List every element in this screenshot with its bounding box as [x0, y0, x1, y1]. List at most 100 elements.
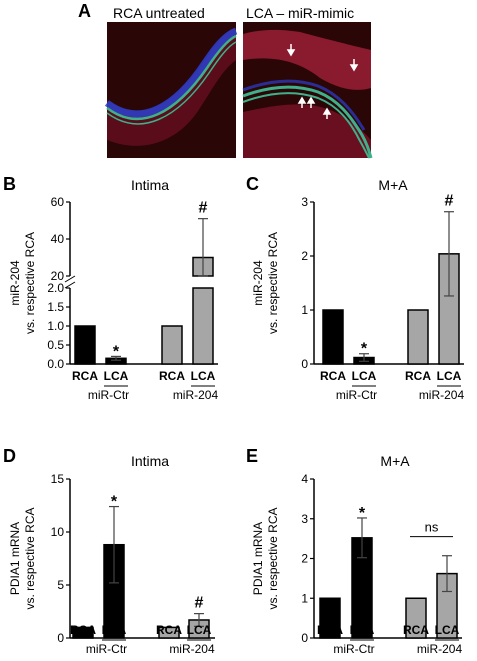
- y-tick-label: 1: [301, 591, 308, 605]
- x-tick-label: RCA: [403, 623, 429, 637]
- arrow-icon: [306, 96, 316, 108]
- y-tick-label: 15: [51, 472, 65, 486]
- panel-label-a: A: [78, 1, 91, 21]
- chart-title: Intima: [131, 453, 169, 469]
- bar: [407, 309, 429, 365]
- y-axis-label: PDIA1 mRNA: [251, 522, 265, 595]
- significance-mark: *: [359, 505, 366, 522]
- chart-panel-d: Intima PDIA1 mRNA vs. respective RCA 0 5 10 15…: [8, 453, 215, 656]
- group-label: miR-204: [173, 388, 219, 402]
- significance-mark: #: [199, 200, 208, 217]
- x-tick-label: RCA: [72, 369, 98, 383]
- x-tick-label: RCA: [156, 623, 182, 637]
- significance-mark: *: [111, 494, 118, 511]
- panel-label-e: E: [246, 446, 258, 466]
- significance-mark: #: [445, 193, 454, 210]
- micrograph-left: RCA untreated: [104, 5, 238, 158]
- y-tick-label: 5: [57, 578, 64, 592]
- x-tick-label: LCA: [350, 623, 375, 637]
- group-label: miR-204: [169, 642, 215, 656]
- arrow-icon: [297, 96, 307, 108]
- x-tick-label: LCA: [435, 623, 460, 637]
- chart-title: M+A: [378, 177, 408, 193]
- x-tick-label: LCA: [191, 369, 216, 383]
- x-tick-label: RCA: [320, 369, 346, 383]
- micrograph-left-title: RCA untreated: [113, 5, 205, 21]
- arrow-icon: [286, 44, 296, 57]
- bar: [405, 597, 427, 639]
- chart-title: M+A: [380, 453, 410, 469]
- micrograph-right: LCA – miR-mimic: [242, 5, 373, 159]
- y-axis-label: PDIA1 mRNA: [8, 522, 22, 595]
- y-tick-label: 2.0: [47, 281, 64, 295]
- arrow-icon: [322, 107, 332, 119]
- x-tick-label: RCA: [317, 623, 343, 637]
- x-tick-label: RCA: [70, 623, 96, 637]
- bar: [319, 597, 341, 639]
- y-axis-label: miR-204: [251, 260, 265, 306]
- y-tick-label: 1.0: [47, 319, 64, 333]
- group-label: miR-Ctr: [333, 642, 374, 656]
- x-tick-label: LCA: [104, 369, 129, 383]
- bar: [322, 309, 344, 365]
- bracket-label: ns: [425, 520, 439, 535]
- y-tick-label: 2: [301, 552, 308, 566]
- y-tick-label: 0: [301, 357, 308, 371]
- arrow-icon: [349, 59, 359, 72]
- y-tick-label: 10: [51, 525, 65, 539]
- micrograph-right-tissue: [243, 29, 371, 90]
- bar: [192, 287, 214, 365]
- panel-label-d: D: [3, 446, 16, 466]
- y-tick-label: 0: [57, 631, 64, 645]
- chart-title: Intima: [131, 177, 169, 193]
- y-axis-label: miR-204: [8, 260, 22, 306]
- micrograph-right-lamina-2: [242, 92, 370, 159]
- x-tick-label: LCA: [187, 623, 212, 637]
- significance-mark: #: [195, 595, 204, 612]
- y-tick-label: 1: [301, 303, 308, 317]
- group-label: miR-204: [417, 642, 463, 656]
- micrograph-right-title: LCA – miR-mimic: [246, 5, 354, 21]
- bar: [158, 626, 180, 639]
- group-label: miR-Ctr: [86, 642, 127, 656]
- y-axis-label: vs. respective RCA: [266, 507, 280, 609]
- y-tick-label: 60: [51, 195, 65, 209]
- significance-mark: *: [113, 343, 120, 360]
- y-tick-label: 3: [301, 512, 308, 526]
- significance-mark: *: [361, 341, 368, 358]
- axis-break-mark: [64, 275, 76, 283]
- panel-label-c: C: [246, 174, 259, 194]
- x-tick-label: LCA: [102, 623, 127, 637]
- y-tick-label: 1.5: [47, 300, 64, 314]
- y-tick-label: 2: [301, 249, 308, 263]
- group-label: miR-Ctr: [336, 388, 377, 402]
- micrograph-right-nuclei: [242, 79, 366, 131]
- x-tick-label: RCA: [405, 369, 431, 383]
- y-tick-label: 3: [301, 195, 308, 209]
- micrograph-left-lamina-2: [106, 41, 237, 125]
- y-axis-label: vs. respective RCA: [266, 232, 280, 334]
- x-tick-label: LCA: [437, 369, 462, 383]
- group-label: miR-204: [419, 388, 465, 402]
- x-tick-label: RCA: [159, 369, 185, 383]
- bar: [74, 325, 96, 365]
- bar: [72, 626, 94, 639]
- y-tick-label: 20: [51, 269, 65, 283]
- y-tick-label: 0.5: [47, 338, 64, 352]
- x-tick-label: LCA: [352, 369, 377, 383]
- bar: [161, 325, 183, 365]
- y-axis-label: vs. respective RCA: [23, 507, 37, 609]
- micrograph-right-tissue-low: [243, 104, 371, 158]
- chart-panel-e: M+A PDIA1 mRNA vs. respective RCA 0 1 2 3 4 RCA L…: [251, 453, 462, 656]
- y-tick-label: 4: [301, 472, 308, 486]
- y-tick-label: 40: [51, 232, 65, 246]
- panel-label-b: B: [3, 174, 16, 194]
- group-label: miR-Ctr: [88, 388, 129, 402]
- y-axis-label: vs. respective RCA: [23, 232, 37, 334]
- micrograph-right-lamina: [242, 85, 373, 159]
- y-tick-label: 0.0: [47, 357, 64, 371]
- micrograph-left-nuclei: [104, 27, 238, 118]
